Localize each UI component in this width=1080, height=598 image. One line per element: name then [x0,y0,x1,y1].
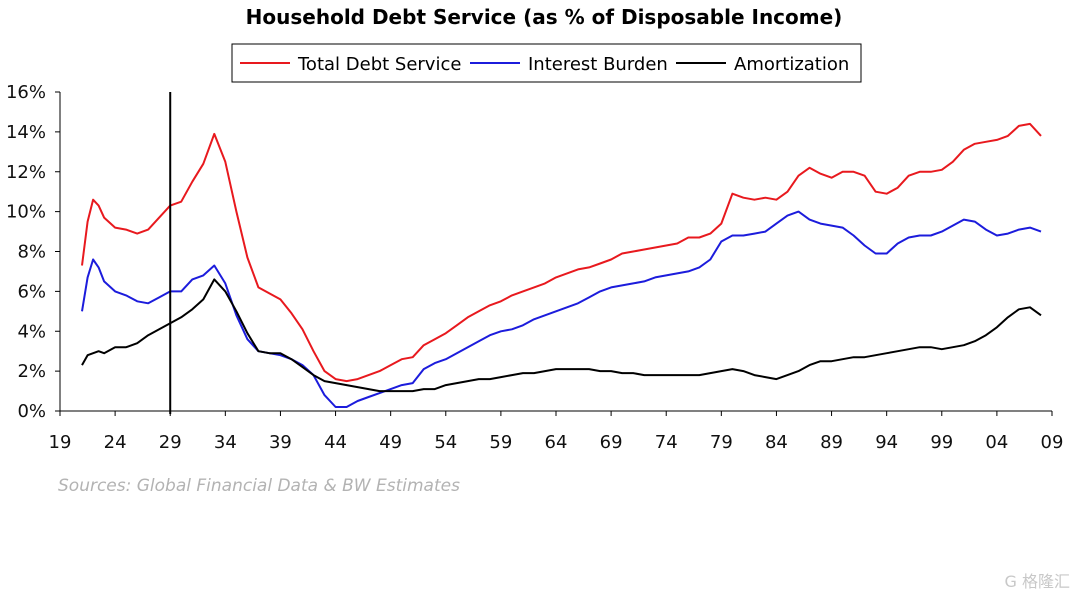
x-tick-label: 69 [600,432,623,453]
x-tick-label: 04 [985,432,1008,453]
y-tick-label: 2% [17,361,46,382]
x-tick-label: 59 [489,432,512,453]
y-tick-label: 10% [6,202,46,223]
legend: Total Debt Service Interest Burden Amort… [231,43,862,83]
x-tick-label: 19 [49,432,72,453]
plot-area: 0% 2% 4% 6% 8% 10% 12% 14% 16% 19 24 29 34 39 44 49 54 5… [6,82,1063,453]
y-tick-label: 4% [17,321,46,342]
x-tick-label: 89 [820,432,843,453]
x-tick-label: 84 [765,432,788,453]
x-tick-label: 09 [1041,432,1064,453]
y-tick-label: 14% [6,122,46,143]
legend-box [231,43,862,83]
x-tick-label: 64 [545,432,568,453]
x-tick-label: 79 [710,432,733,453]
x-tick-label: 99 [930,432,953,453]
series-line-total-debt-service [81,122,1042,383]
y-tick-label: 16% [6,82,46,103]
legend-label-amortization: Amortization [734,54,849,75]
x-axis-ticks: 19 24 29 34 39 44 49 54 59 64 69 74 79 84 89 94 99 04 09 [49,411,1064,453]
x-tick-label: 34 [214,432,237,453]
y-tick-label: 0% [17,401,46,422]
x-tick-label: 44 [324,432,347,453]
watermark-logo: G 格隆汇 [1004,572,1071,591]
x-tick-label: 74 [655,432,678,453]
legend-label-total-debt-service: Total Debt Service [297,54,461,75]
series-line-interest-burden [81,210,1042,408]
y-tick-label: 6% [17,281,46,302]
y-axis-ticks: 0% 2% 4% 6% 8% 10% 12% 14% 16% [6,82,60,422]
x-tick-label: 24 [104,432,127,453]
x-tick-label: 39 [269,432,292,453]
x-tick-label: 49 [379,432,402,453]
series-layer [81,122,1042,408]
x-tick-label: 94 [875,432,898,453]
x-tick-label: 29 [159,432,182,453]
legend-label-interest-burden: Interest Burden [528,54,668,75]
source-note: Sources: Global Financial Data & BW Esti… [58,476,460,496]
x-tick-label: 54 [434,432,457,453]
chart-title: Household Debt Service (as % of Disposab… [246,5,843,29]
y-tick-label: 12% [6,162,46,183]
series-line-amortization [81,278,1042,393]
y-tick-label: 8% [17,242,46,263]
